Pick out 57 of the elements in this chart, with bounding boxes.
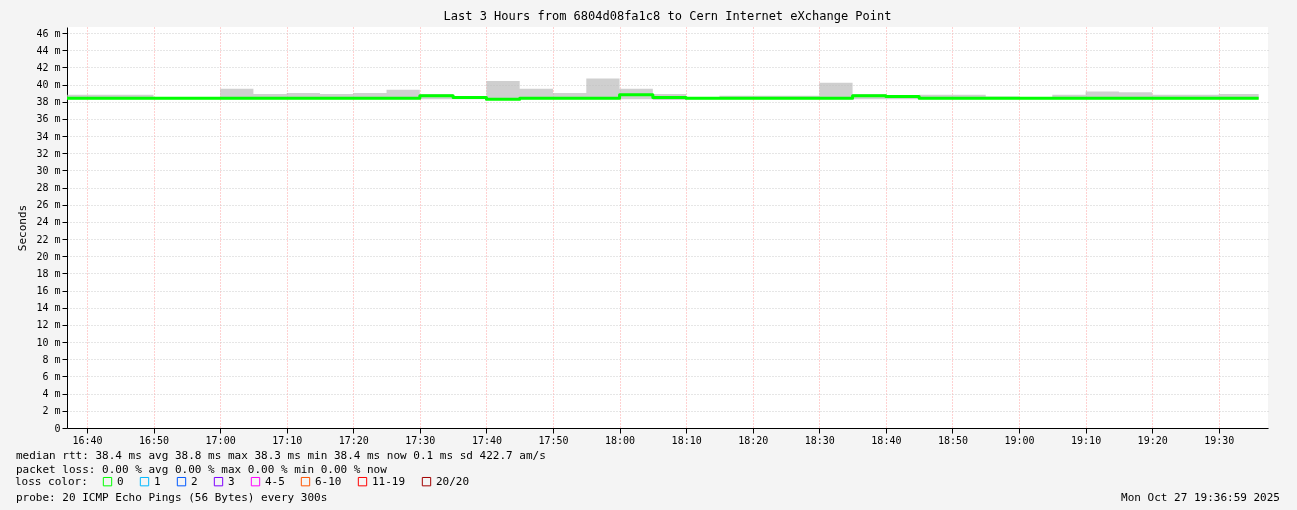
x-tick-label: 18:30	[804, 434, 835, 446]
legend-label: 4-5	[265, 474, 285, 488]
x-tick-label: 18:50	[937, 434, 968, 446]
x-tick-label: 19:00	[1004, 434, 1035, 446]
legend-title: loss color:	[15, 475, 88, 488]
x-tick-label: 17:30	[405, 434, 436, 446]
x-tick-label: 18:40	[871, 434, 902, 446]
y-tick-label: 38 m	[36, 96, 61, 108]
x-tick-label: 18:10	[671, 434, 702, 446]
y-tick-label: 36 m	[36, 113, 61, 125]
x-tick-label: 19:30	[1204, 434, 1235, 446]
x-tick-label: 19:20	[1137, 434, 1168, 446]
y-tick-label: 30 m	[36, 164, 61, 176]
y-tick-label: 10 m	[36, 336, 61, 348]
legend-label: 3	[228, 474, 235, 488]
y-tick-label: 44 m	[36, 44, 61, 56]
y-tick-label: 16 m	[36, 285, 61, 297]
y-tick-label: 22 m	[36, 233, 61, 245]
x-tick-label: 18:20	[738, 434, 769, 446]
text: Mon Oct 27 19:36:59 2025	[1121, 491, 1280, 504]
text: probe: 20 ICMP Echo Pings (56 Bytes) every 300s	[16, 491, 328, 504]
y-tick-label: 26 m	[36, 199, 61, 211]
x-tick-label: 18:00	[605, 434, 636, 446]
x-tick-label: 19:10	[1071, 434, 1102, 446]
legend-label: 20/20	[436, 474, 470, 488]
x-tick-label: 16:50	[138, 434, 170, 446]
x-tick-label: 17:40	[471, 434, 502, 446]
y-tick-label: 40 m	[36, 79, 61, 91]
y-tick-label: 14 m	[36, 302, 61, 314]
y-tick-label: 4 m	[42, 388, 61, 400]
y-tick-label: 2 m	[42, 405, 61, 417]
x-tick-label: 16:40	[72, 434, 103, 446]
y-axis-title: Seconds	[16, 204, 30, 252]
y-tick-label: 20 m	[36, 250, 61, 262]
y-tick-label: 46 m	[36, 27, 61, 39]
y-tick-label: 24 m	[36, 216, 61, 228]
y-tick-label: 34 m	[36, 130, 61, 142]
legend-label: 2	[191, 474, 198, 488]
legend-label: 6-10	[315, 474, 342, 488]
x-tick-label: 17:20	[338, 434, 369, 446]
y-tick-label: 12 m	[36, 319, 61, 331]
x-tick-label: 17:10	[272, 434, 303, 446]
y-tick-label: 18 m	[36, 267, 61, 279]
y-tick-label: 28 m	[36, 182, 61, 194]
chart-title: Last 3 Hours from 6804d08fa1c8 to Cern Internet eXchange Point	[443, 9, 892, 23]
legend-label: 0	[117, 474, 124, 488]
y-tick-label: 8 m	[42, 353, 61, 365]
y-tick-label: 0	[54, 422, 61, 434]
y-tick-label: 6 m	[42, 370, 61, 382]
y-tick-label: 32 m	[36, 147, 61, 159]
x-tick-label: 17:50	[538, 434, 569, 446]
legend-label: 1	[154, 474, 161, 488]
text: median rtt: 38.4 ms avg 38.8 ms max 38.3 ms min 38.4 ms now 0.1 ms sd 422.7 am/s	[16, 449, 546, 462]
legend-label: 11-19	[372, 474, 406, 488]
text: packet loss: 0.00 % avg 0.00 % max 0.00 % min 0.00 % now	[16, 463, 388, 476]
x-tick-label: 17:00	[205, 434, 236, 446]
y-tick-label: 42 m	[36, 61, 61, 73]
